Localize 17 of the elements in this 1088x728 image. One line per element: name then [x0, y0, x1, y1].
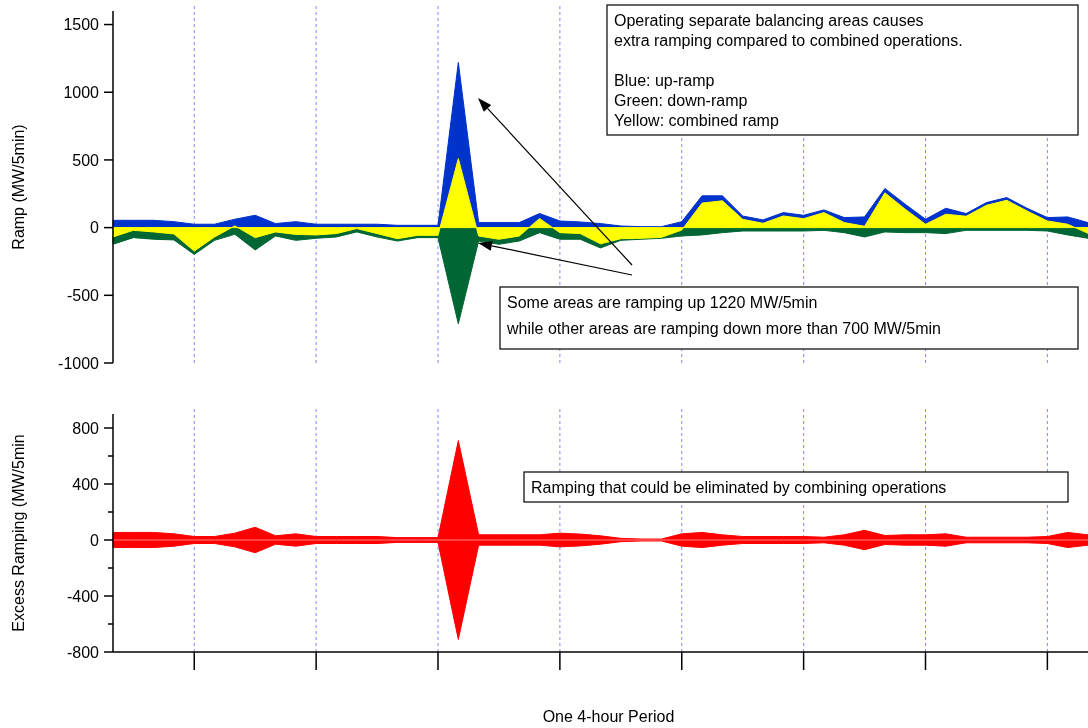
y-tick-label: 0 — [90, 531, 100, 549]
y-axis-title: Excess Ramping (MW/5min — [10, 434, 27, 632]
y-tick-label: -1000 — [58, 354, 100, 372]
y-tick-label: -500 — [66, 286, 100, 304]
y-tick-label: -800 — [66, 643, 100, 661]
y-tick-label: 500 — [72, 151, 100, 169]
annotation: Some areas are ramping up 1220 MW/5min while other areas are ramping down more than 700 MW/5min — [506, 294, 941, 337]
y-tick-label: 800 — [72, 419, 100, 437]
y-tick-label: -400 — [66, 587, 100, 605]
y-tick-label: 400 — [72, 475, 100, 493]
y-tick-label: 1500 — [63, 16, 100, 34]
annotation: Ramping that could be eliminated by combining operations — [531, 479, 947, 496]
text: Operating separate balancing areas causes extra ramping compared to combined operations. Blue: up-ramp Green: down-ramp Yellow: combined ramp — [614, 12, 963, 129]
y-axis-title: Ramp (MW/5min) — [10, 124, 27, 250]
y-tick-label: 0 — [90, 219, 100, 237]
x-axis-title: One 4-hour Period — [542, 708, 675, 725]
y-tick-label: 1000 — [63, 83, 100, 101]
